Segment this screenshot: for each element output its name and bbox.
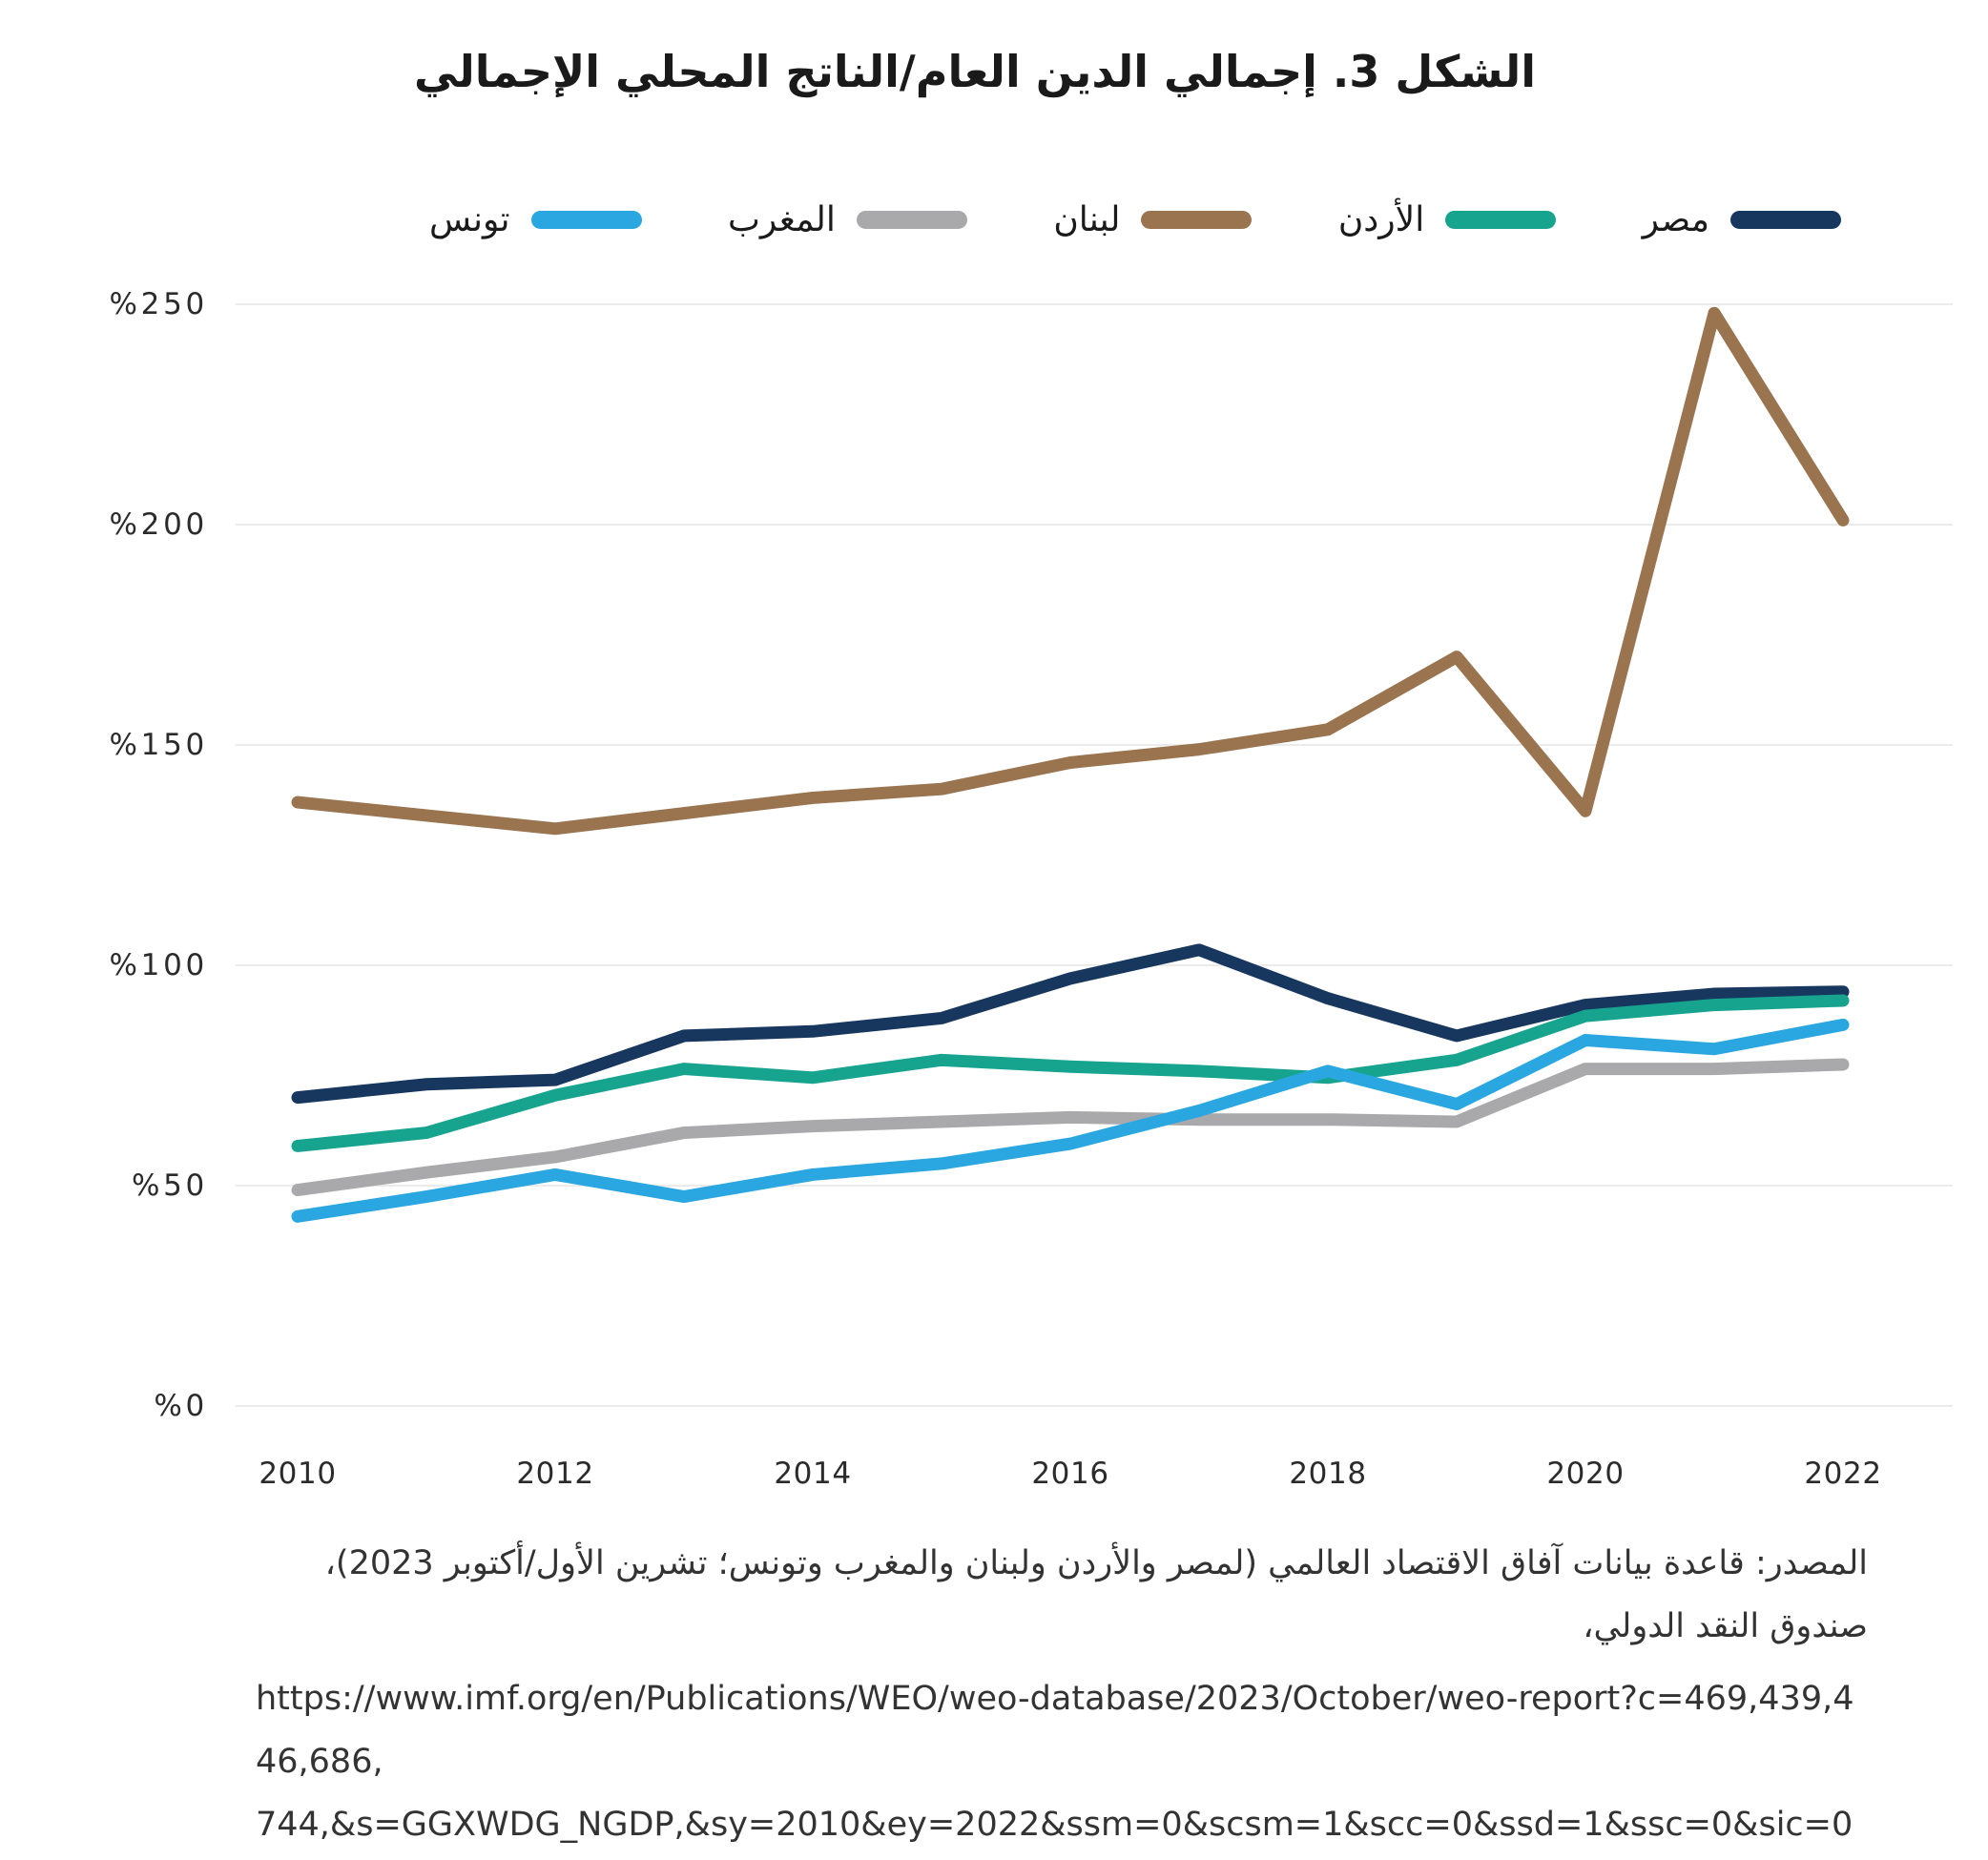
legend-item-tunisia: تونس	[429, 200, 642, 239]
y-tick-label: %150	[109, 728, 208, 762]
legend-label-egypt: مصر	[1642, 199, 1709, 239]
x-tick-label: 2020	[1546, 1457, 1624, 1491]
legend-item-egypt: مصر	[1643, 200, 1841, 239]
x-tick-label: 2022	[1804, 1457, 1881, 1491]
x-tick-label: 2016	[1031, 1457, 1108, 1491]
legend-swatch-jordan	[1445, 210, 1557, 229]
y-tick-label: %0	[154, 1389, 208, 1423]
source-url-line-2: 744,&s=GGXWDG_NGDP,&sy=2010&ey=2022&ssm=…	[256, 1806, 1853, 1844]
legend-label-lebanon: لبنان	[1053, 199, 1121, 239]
y-tick-label: %100	[109, 948, 208, 982]
y-tick-label: %200	[109, 507, 208, 542]
x-tick-label: 2010	[259, 1457, 336, 1491]
source-url-line-1: https://www.imf.org/en/Publications/WEO/…	[256, 1680, 1854, 1781]
legend-label-morocco: المغرب	[728, 199, 836, 239]
legend-swatch-tunisia	[530, 210, 642, 229]
legend-swatch-morocco	[856, 210, 967, 229]
series-line-egypt	[291, 943, 1850, 1105]
source-note: المصدر: قاعدة بيانات آفاق الاقتصاد العال…	[256, 1532, 1868, 1860]
x-tick-label: 2018	[1289, 1457, 1366, 1491]
y-tick-label: %50	[132, 1168, 208, 1203]
x-tick-label: 2012	[516, 1457, 593, 1491]
y-tick-label: %250	[109, 287, 208, 321]
legend-item-morocco: المغرب	[728, 200, 967, 239]
source-url: https://www.imf.org/en/Publications/WEO/…	[256, 1667, 1868, 1860]
legend-item-lebanon: لبنان	[1053, 199, 1253, 239]
x-tick-label: 2014	[774, 1457, 851, 1491]
series-line-tunisia	[291, 1018, 1850, 1223]
legend-label-jordan: الأردن	[1337, 199, 1425, 239]
legend-swatch-egypt	[1730, 210, 1841, 229]
legend: مصر الأردن لبنان المغرب تونس	[429, 191, 1841, 248]
series-line-morocco	[291, 1058, 1850, 1197]
source-line-2: صندوق النقد الدولي،	[1583, 1607, 1868, 1645]
series-line-jordan	[291, 994, 1850, 1152]
legend-label-tunisia: تونس	[429, 199, 510, 239]
series-line-lebanon	[291, 306, 1850, 836]
source-line-1: المصدر: قاعدة بيانات آفاق الاقتصاد العال…	[324, 1544, 1868, 1582]
legend-item-jordan: الأردن	[1337, 199, 1557, 239]
legend-swatch-lebanon	[1141, 210, 1253, 229]
chart-title: الشكل 3. إجمالي الدين العام/الناتج المحل…	[413, 46, 1537, 97]
